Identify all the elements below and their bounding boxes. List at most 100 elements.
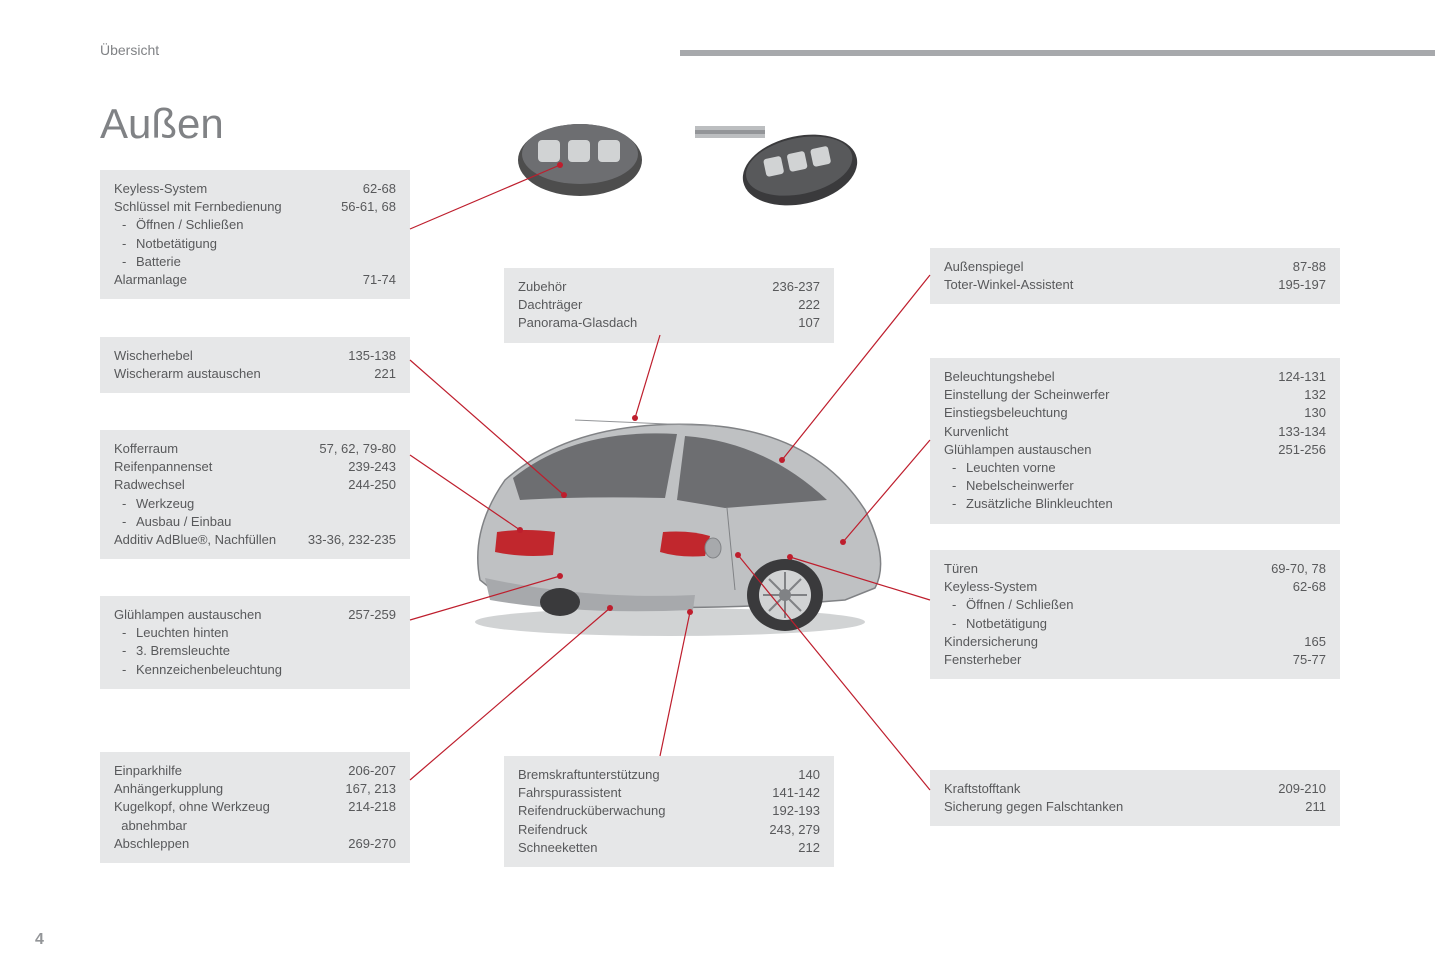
info-pages: 87-88 — [1236, 258, 1326, 276]
info-box-beleuchtung: Beleuchtungshebel124-131Einstellung der … — [930, 358, 1340, 524]
info-row: Kofferraum57, 62, 79-80 — [114, 440, 396, 458]
info-row: Kraftstofftank209-210 — [944, 780, 1326, 798]
info-row: Einstiegsbeleuchtung130 — [944, 404, 1326, 422]
info-pages: 211 — [1236, 798, 1326, 816]
info-label: Schlüssel mit Fernbedienung — [114, 198, 306, 216]
info-row: Einparkhilfe206-207 — [114, 762, 396, 780]
info-row: Alarmanlage71-74 — [114, 271, 396, 289]
info-pages: 133-134 — [1236, 423, 1326, 441]
info-pages: 75-77 — [1236, 651, 1326, 669]
info-pages: 132 — [1236, 386, 1326, 404]
info-pages: 269-270 — [306, 835, 396, 853]
info-sub-item: Zusätzliche Blinkleuchten — [944, 495, 1326, 513]
info-pages: 56-61, 68 — [306, 198, 396, 216]
info-sub-item: Leuchten hinten — [114, 624, 396, 642]
info-sub-item: Notbetätigung — [944, 615, 1326, 633]
info-pages: 243, 279 — [730, 821, 820, 839]
info-label: Fahrspurassistent — [518, 784, 730, 802]
info-pages: 33-36, 232-235 — [306, 531, 396, 549]
info-pages: 195-197 — [1236, 276, 1326, 294]
info-row: Fahrspurassistent141-142 — [518, 784, 820, 802]
info-pages: 214-218 — [306, 798, 396, 834]
info-label: Keyless-System — [114, 180, 306, 198]
info-pages: 124-131 — [1236, 368, 1326, 386]
info-label: Einparkhilfe — [114, 762, 306, 780]
info-row: Additiv AdBlue®, Nachfüllen33-36, 232-23… — [114, 531, 396, 549]
info-pages: 251-256 — [1236, 441, 1326, 459]
info-label: Einstiegsbeleuchtung — [944, 404, 1236, 422]
info-pages: 107 — [730, 314, 820, 332]
info-row: Sicherung gegen Falschtanken211 — [944, 798, 1326, 816]
info-box-kraftstoff: Kraftstofftank209-210Sicherung gegen Fal… — [930, 770, 1340, 826]
info-row: Außenspiegel87-88 — [944, 258, 1326, 276]
info-pages: 140 — [730, 766, 820, 784]
info-label: Kurvenlicht — [944, 423, 1236, 441]
info-row: Reifenpannenset239-243 — [114, 458, 396, 476]
info-box-einparkhilfe: Einparkhilfe206-207Anhängerkupplung167, … — [100, 752, 410, 863]
info-row: Fensterheber75-77 — [944, 651, 1326, 669]
info-pages: 257-259 — [306, 606, 396, 624]
info-pages: 222 — [730, 296, 820, 314]
info-row: Panorama-Glasdach107 — [518, 314, 820, 332]
info-pages: 212 — [730, 839, 820, 857]
info-label: Radwechsel — [114, 476, 306, 494]
info-box-brems: Bremskraftunterstützung140Fahrspurassist… — [504, 756, 834, 867]
info-box-kofferraum: Kofferraum57, 62, 79-80Reifenpannenset23… — [100, 430, 410, 559]
info-label: Toter-Winkel-Assistent — [944, 276, 1236, 294]
info-pages: 165 — [1236, 633, 1326, 651]
info-row: Abschleppen269-270 — [114, 835, 396, 853]
info-sub-item: Werkzeug — [114, 495, 396, 513]
info-pages: 236-237 — [730, 278, 820, 296]
info-sub-item: Öffnen / Schließen — [944, 596, 1326, 614]
info-label: Türen — [944, 560, 1236, 578]
info-label: Abschleppen — [114, 835, 306, 853]
info-row: Türen69-70, 78 — [944, 560, 1326, 578]
info-sub-item: Notbetätigung — [114, 235, 396, 253]
info-label: Außenspiegel — [944, 258, 1236, 276]
info-box-wischer: Wischerhebel135-138Wischerarm austausche… — [100, 337, 410, 393]
info-row: Dachträger222 — [518, 296, 820, 314]
info-label: Panorama-Glasdach — [518, 314, 730, 332]
info-sub-item: 3. Bremsleuchte — [114, 642, 396, 660]
info-sub-item: Ausbau / Einbau — [114, 513, 396, 531]
info-box-tueren: Türen69-70, 78Keyless-System62-68Öffnen … — [930, 550, 1340, 679]
info-label: Fensterheber — [944, 651, 1236, 669]
info-row: Toter-Winkel-Assistent195-197 — [944, 276, 1326, 294]
info-label: Beleuchtungshebel — [944, 368, 1236, 386]
info-row: Glühlampen austauschen251-256 — [944, 441, 1326, 459]
info-sub-item: Leuchten vorne — [944, 459, 1326, 477]
info-pages: 209-210 — [1236, 780, 1326, 798]
info-pages: 57, 62, 79-80 — [306, 440, 396, 458]
info-box-spiegel: Außenspiegel87-88Toter-Winkel-Assistent1… — [930, 248, 1340, 304]
info-row: Einstellung der Scheinwerfer132 — [944, 386, 1326, 404]
info-pages: 206-207 — [306, 762, 396, 780]
info-label: Wischerarm austauschen — [114, 365, 306, 383]
info-box-keyless: Keyless-System62-68Schlüssel mit Fernbed… — [100, 170, 410, 299]
info-pages: 135-138 — [306, 347, 396, 365]
car-illustration — [445, 400, 895, 640]
info-label: Reifendruck — [518, 821, 730, 839]
info-sub-item: Nebelscheinwerfer — [944, 477, 1326, 495]
info-pages: 71-74 — [306, 271, 396, 289]
info-label: Alarmanlage — [114, 271, 306, 289]
info-label: Anhängerkupplung — [114, 780, 306, 798]
info-label: Keyless-System — [944, 578, 1236, 596]
info-pages: 62-68 — [306, 180, 396, 198]
keys-illustration — [510, 100, 870, 220]
info-label: Glühlampen austauschen — [944, 441, 1236, 459]
info-label: Schneeketten — [518, 839, 730, 857]
info-label: Sicherung gegen Falschtanken — [944, 798, 1236, 816]
info-row: Kindersicherung165 — [944, 633, 1326, 651]
info-row: Anhängerkupplung167, 213 — [114, 780, 396, 798]
info-sub-item: Batterie — [114, 253, 396, 271]
info-label: Bremskraftunterstützung — [518, 766, 730, 784]
info-pages: 69-70, 78 — [1236, 560, 1326, 578]
info-pages: 141-142 — [730, 784, 820, 802]
info-label: Reifendrucküberwachung — [518, 802, 730, 820]
info-label: Dachträger — [518, 296, 730, 314]
info-row: Bremskraftunterstützung140 — [518, 766, 820, 784]
page-title: Außen — [100, 100, 224, 148]
info-sub-item: Öffnen / Schließen — [114, 216, 396, 234]
info-row: Keyless-System62-68 — [944, 578, 1326, 596]
info-pages: 221 — [306, 365, 396, 383]
